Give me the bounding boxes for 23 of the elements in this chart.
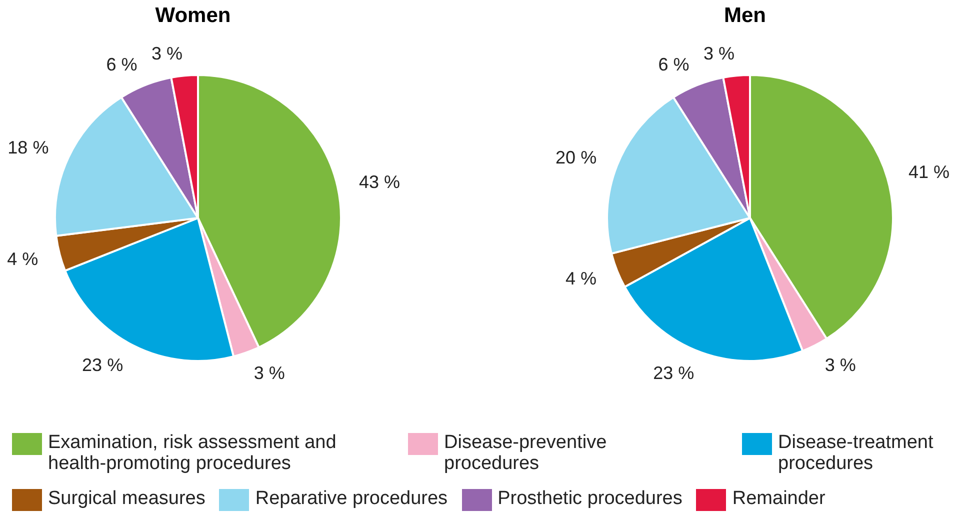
data-label: 23 %: [653, 363, 694, 384]
data-label: 18 %: [8, 138, 49, 158]
legend-label: Prosthetic procedures: [498, 488, 682, 509]
data-label: 23 %: [82, 355, 124, 376]
data-label: 20 %: [556, 147, 597, 168]
data-label: 3 %: [824, 355, 856, 376]
data-label: 4 %: [7, 249, 38, 270]
legend-label: Reparative procedures: [255, 488, 448, 509]
data-label: 4 %: [566, 268, 597, 289]
legend-label: Disease-treatment procedures: [778, 432, 934, 474]
data-label: 6 %: [658, 54, 690, 75]
legend-label: Surgical measures: [48, 488, 206, 509]
legend-label: Examination, risk assessment and health-promoting procedures: [48, 432, 338, 474]
chart-title: Men: [723, 4, 767, 28]
data-label: 6 %: [106, 54, 138, 75]
chart-title: Women: [154, 4, 232, 28]
data-label: 41 %: [908, 162, 950, 182]
data-label: 3 %: [151, 44, 182, 64]
data-label: 43 %: [359, 172, 400, 192]
data-label: 3 %: [703, 44, 734, 64]
data-label: 3 %: [254, 363, 285, 384]
legend-label: Remainder: [732, 488, 826, 509]
legend-label: Disease-preventive procedures: [444, 432, 608, 474]
